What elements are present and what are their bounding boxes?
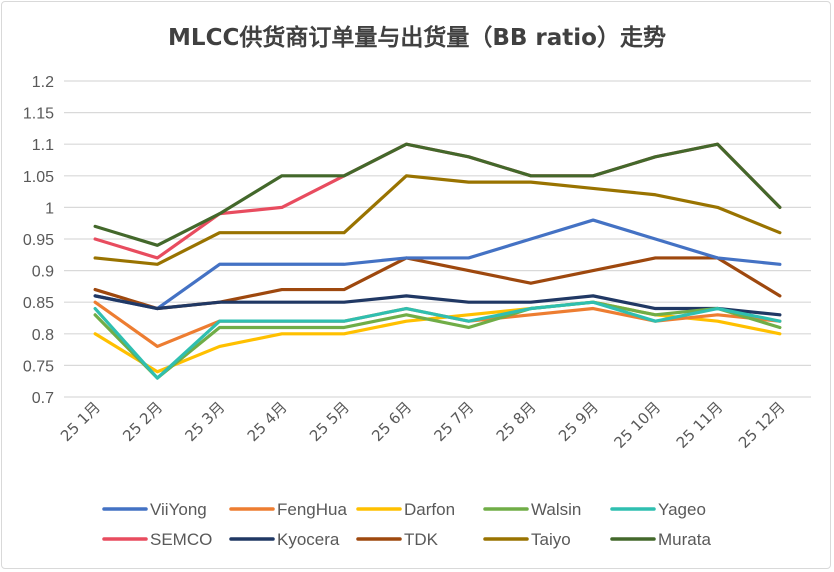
y-tick-label: 0.75 xyxy=(23,358,54,375)
series-line-taiyo xyxy=(93,174,782,266)
series-line-tdk xyxy=(93,256,782,311)
legend-label: Yageo xyxy=(658,500,706,519)
x-tick-label: 25 3月 xyxy=(181,398,228,445)
x-tick-label: 25 10月 xyxy=(610,398,664,452)
series-line-murata xyxy=(93,142,782,247)
y-tick-label: 1.2 xyxy=(32,74,54,91)
legend-item-darfon: Darfon xyxy=(356,500,455,519)
x-tick-label: 25 8月 xyxy=(493,398,540,445)
legend-item-taiyo: Taiyo xyxy=(483,530,571,549)
y-tick-label: 0.85 xyxy=(23,295,54,312)
legend-item-viiyong: ViiYong xyxy=(102,500,207,519)
y-tick-label: 0.9 xyxy=(32,264,54,281)
x-tick-label: 25 4月 xyxy=(244,398,291,445)
legend-label: ViiYong xyxy=(150,500,207,519)
legend-label: Murata xyxy=(658,530,711,549)
x-tick-label: 25 5月 xyxy=(306,398,353,445)
y-tick-label: 1.05 xyxy=(23,169,54,186)
y-tick-label: 1.15 xyxy=(23,106,54,123)
legend-item-tdk: TDK xyxy=(356,530,439,549)
legend-item-kyocera: Kyocera xyxy=(229,530,340,549)
series-line-walsin xyxy=(93,300,782,380)
legend-item-murata: Murata xyxy=(610,530,711,549)
x-tick-label: 25 2月 xyxy=(119,398,166,445)
x-tick-label: 25 1月 xyxy=(57,398,104,445)
series-line-yageo xyxy=(93,300,782,380)
x-tick-label: 25 12月 xyxy=(735,398,789,452)
legend-label: Darfon xyxy=(404,500,455,519)
x-tick-label: 25 11月 xyxy=(673,398,727,452)
y-tick-label: 1 xyxy=(45,200,54,217)
legend-item-semco: SEMCO xyxy=(102,530,212,549)
legend-item-walsin: Walsin xyxy=(483,500,581,519)
legend-label: Kyocera xyxy=(277,530,340,549)
y-tick-label: 1.1 xyxy=(32,137,54,154)
series-line-semco xyxy=(93,142,782,260)
x-tick-label: 25 7月 xyxy=(430,398,477,445)
x-tick-label: 25 6月 xyxy=(368,398,415,445)
legend-label: Walsin xyxy=(531,500,581,519)
chart-title: MLCC供货商订单量与出货量（BB ratio）走势 xyxy=(168,25,666,51)
series-line-darfon xyxy=(93,300,782,374)
legend-item-fenghua: FengHua xyxy=(229,500,347,519)
legend-label: SEMCO xyxy=(150,530,212,549)
legend-item-yageo: Yageo xyxy=(610,500,706,519)
series-line-viiyong xyxy=(93,218,782,311)
legend-label: FengHua xyxy=(277,500,347,519)
legend-label: TDK xyxy=(404,530,439,549)
y-tick-label: 0.8 xyxy=(32,327,54,344)
legend-label: Taiyo xyxy=(531,530,571,549)
x-tick-label: 25 9月 xyxy=(555,398,602,445)
y-tick-label: 0.95 xyxy=(23,232,54,249)
series-line-kyocera xyxy=(93,294,782,317)
y-tick-label: 0.7 xyxy=(32,390,54,407)
